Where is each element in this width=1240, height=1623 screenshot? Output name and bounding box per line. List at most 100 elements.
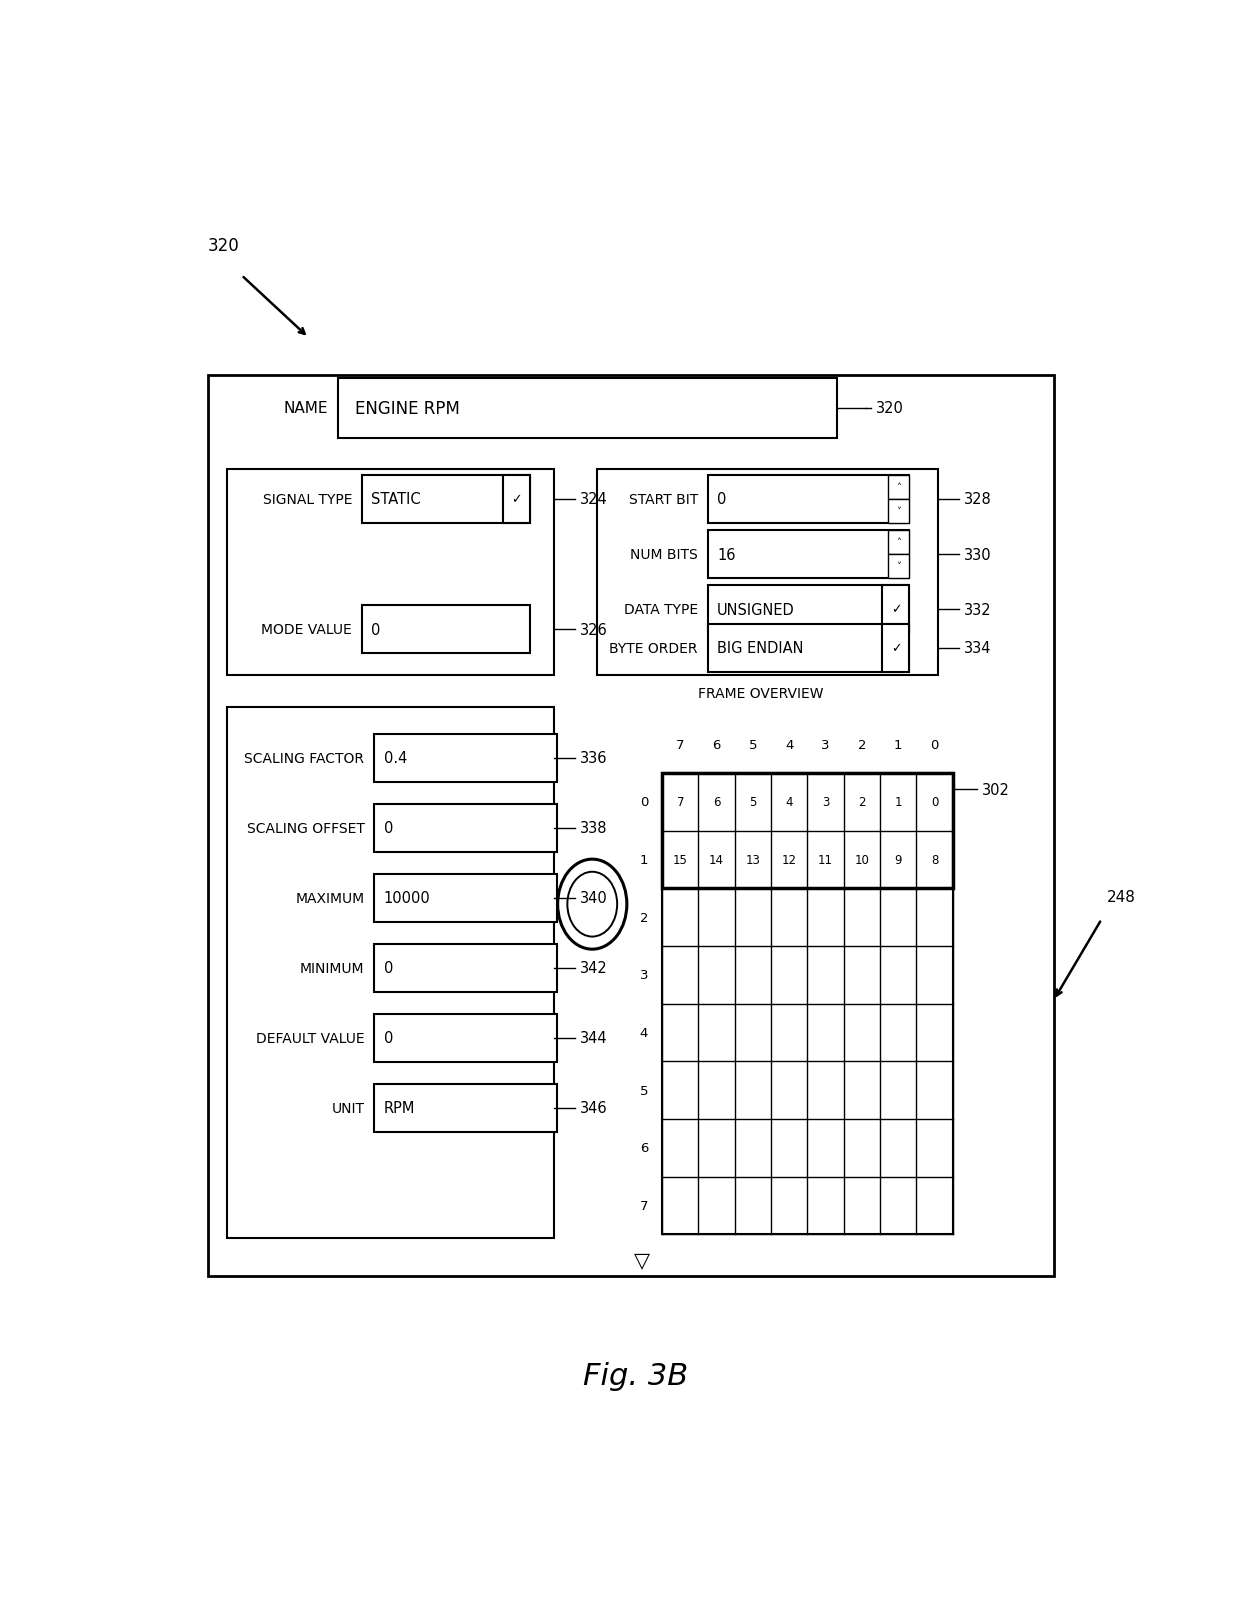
Text: 338: 338: [580, 821, 608, 836]
Bar: [503, 476, 529, 524]
Text: 8: 8: [931, 854, 939, 867]
Bar: [662, 774, 952, 889]
Text: Fig. 3B: Fig. 3B: [583, 1362, 688, 1391]
Text: 11: 11: [818, 854, 833, 867]
Text: DATA TYPE: DATA TYPE: [624, 602, 698, 617]
Text: NAME: NAME: [284, 401, 327, 415]
Text: UNSIGNED: UNSIGNED: [717, 602, 795, 617]
Text: 4: 4: [640, 1026, 649, 1039]
Text: 0: 0: [383, 821, 393, 836]
Text: ✓: ✓: [511, 493, 522, 506]
Text: 16: 16: [717, 547, 735, 562]
Text: 342: 342: [580, 961, 608, 975]
Text: 0: 0: [640, 795, 649, 808]
Text: ˅: ˅: [897, 506, 901, 516]
Text: MODE VALUE: MODE VALUE: [262, 623, 352, 636]
Text: 3: 3: [822, 795, 830, 808]
Text: 1: 1: [894, 795, 901, 808]
Text: 0: 0: [717, 492, 727, 506]
Text: 9: 9: [894, 854, 901, 867]
Bar: [227, 708, 554, 1238]
Text: 7: 7: [640, 1199, 649, 1212]
Text: 332: 332: [965, 602, 992, 617]
Text: 2: 2: [858, 795, 866, 808]
Bar: [708, 586, 909, 633]
Text: 10: 10: [854, 854, 869, 867]
Text: SIGNAL TYPE: SIGNAL TYPE: [263, 493, 352, 506]
Text: STATIC: STATIC: [371, 492, 420, 506]
Bar: [883, 625, 909, 672]
Bar: [888, 500, 909, 524]
Text: 324: 324: [580, 492, 608, 506]
Text: ✓: ✓: [890, 604, 901, 617]
Bar: [374, 735, 557, 782]
Bar: [374, 1084, 557, 1133]
Bar: [362, 476, 529, 524]
Text: ▽: ▽: [634, 1251, 650, 1271]
Bar: [708, 476, 909, 524]
Text: UNIT: UNIT: [331, 1102, 365, 1115]
Text: 10000: 10000: [383, 891, 430, 906]
Bar: [888, 531, 909, 555]
Text: 7: 7: [676, 738, 684, 751]
Text: 5: 5: [749, 738, 758, 751]
Bar: [708, 531, 909, 578]
Text: 344: 344: [580, 1031, 608, 1045]
Text: 0.4: 0.4: [383, 751, 407, 766]
Text: 6: 6: [640, 1141, 649, 1154]
Text: SCALING FACTOR: SCALING FACTOR: [244, 751, 365, 766]
Text: 340: 340: [580, 891, 608, 906]
Text: 14: 14: [709, 854, 724, 867]
Text: NUM BITS: NUM BITS: [630, 547, 698, 562]
Bar: [596, 469, 939, 675]
Text: 12: 12: [781, 854, 797, 867]
Text: 2: 2: [640, 911, 649, 923]
Text: MINIMUM: MINIMUM: [300, 961, 365, 975]
Text: 0: 0: [930, 738, 939, 751]
Text: FRAME OVERVIEW: FRAME OVERVIEW: [698, 687, 823, 701]
Bar: [362, 605, 529, 654]
Bar: [337, 378, 837, 438]
Text: ✓: ✓: [890, 643, 901, 656]
Bar: [888, 476, 909, 500]
Bar: [227, 469, 554, 675]
Text: ENGINE RPM: ENGINE RPM: [355, 399, 460, 417]
Text: 326: 326: [580, 622, 608, 638]
Text: 3: 3: [821, 738, 830, 751]
Text: 320: 320: [208, 237, 239, 255]
Text: 13: 13: [745, 854, 760, 867]
Text: 346: 346: [580, 1100, 608, 1115]
Bar: [888, 555, 909, 578]
Text: 6: 6: [713, 795, 720, 808]
Text: 302: 302: [982, 782, 1009, 797]
Text: 334: 334: [965, 641, 992, 656]
Text: 4: 4: [785, 738, 794, 751]
Text: ˄: ˄: [897, 482, 901, 493]
Text: 0: 0: [383, 961, 393, 975]
Text: 5: 5: [640, 1084, 649, 1097]
Text: 2: 2: [858, 738, 866, 751]
Text: 3: 3: [640, 969, 649, 982]
Text: 1: 1: [640, 854, 649, 867]
Text: 5: 5: [749, 795, 756, 808]
Text: 248: 248: [1106, 889, 1136, 904]
Text: 15: 15: [673, 854, 688, 867]
Text: BIG ENDIAN: BIG ENDIAN: [717, 641, 804, 656]
Text: DEFAULT VALUE: DEFAULT VALUE: [255, 1031, 365, 1045]
Bar: [883, 586, 909, 633]
Text: BYTE ORDER: BYTE ORDER: [610, 641, 698, 656]
Bar: [208, 377, 1054, 1276]
Text: START BIT: START BIT: [629, 493, 698, 506]
Text: MAXIMUM: MAXIMUM: [295, 891, 365, 906]
Text: 4: 4: [785, 795, 794, 808]
Text: 0: 0: [371, 622, 381, 638]
Text: SCALING OFFSET: SCALING OFFSET: [247, 821, 365, 836]
Bar: [374, 945, 557, 992]
Text: 328: 328: [965, 492, 992, 506]
Bar: [662, 774, 952, 1235]
Text: 0: 0: [383, 1031, 393, 1045]
Bar: [708, 625, 909, 672]
Bar: [374, 875, 557, 922]
Bar: [374, 805, 557, 852]
Text: RPM: RPM: [383, 1100, 415, 1115]
